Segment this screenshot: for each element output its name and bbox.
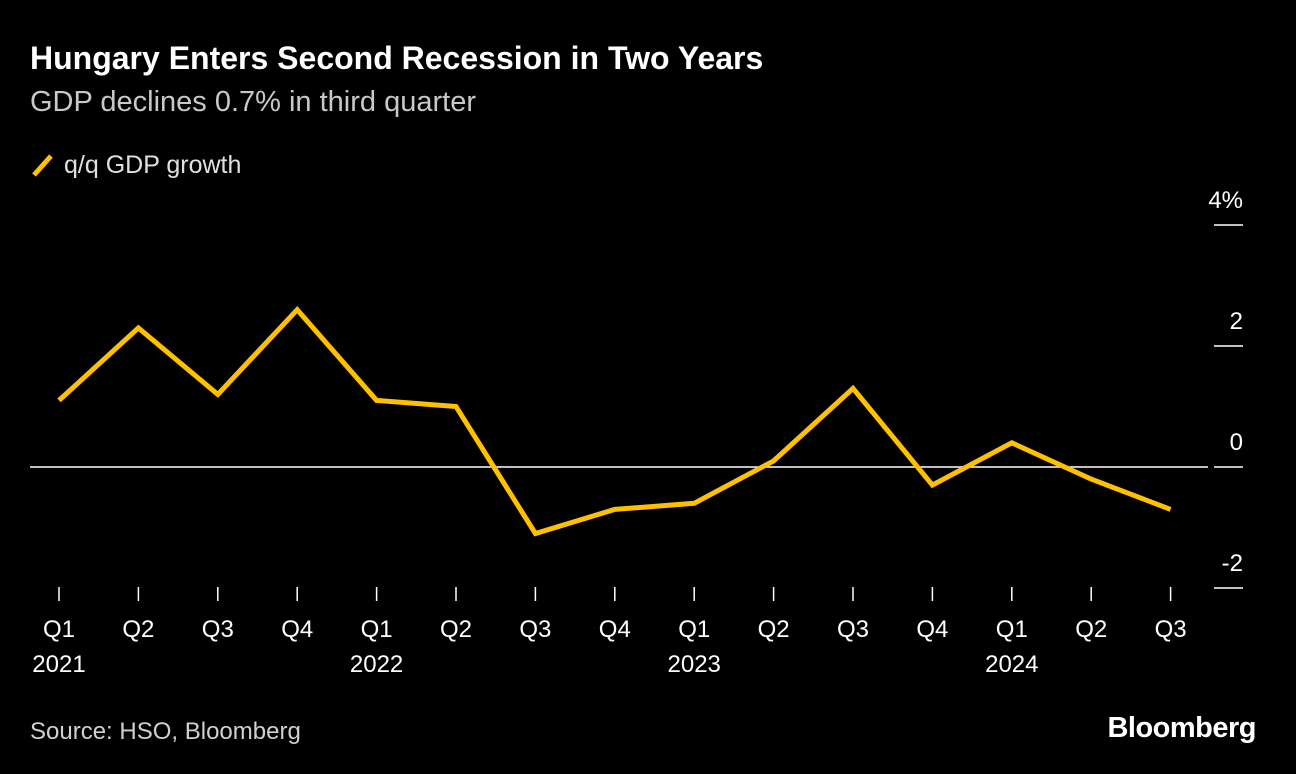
series-line bbox=[57, 305, 1172, 537]
y-tick-label: -2 bbox=[1222, 550, 1243, 577]
x-tick-label: Q2 bbox=[758, 616, 790, 643]
year-label: 2022 bbox=[350, 651, 403, 678]
data-point bbox=[215, 392, 220, 397]
data-point bbox=[1089, 477, 1094, 482]
x-tick-label: Q4 bbox=[599, 616, 631, 643]
x-tick-label: Q1 bbox=[43, 616, 75, 643]
bloomberg-logo: Bloomberg bbox=[1107, 712, 1256, 744]
y-tick-label: 2 bbox=[1230, 308, 1243, 335]
data-point bbox=[454, 404, 459, 409]
x-tick-label: Q2 bbox=[440, 616, 472, 643]
legend-swatch bbox=[32, 154, 53, 177]
chart-title: Hungary Enters Second Recession in Two Y… bbox=[30, 40, 764, 76]
x-tick-label: Q3 bbox=[837, 616, 869, 643]
legend-label: q/q GDP growth bbox=[64, 150, 242, 179]
year-label: 2021 bbox=[32, 651, 85, 678]
x-tick-label: Q1 bbox=[678, 616, 710, 643]
y-tick-label: 4% bbox=[1208, 187, 1243, 214]
x-tick-label: Q4 bbox=[281, 616, 313, 643]
data-point bbox=[692, 501, 697, 506]
data-point bbox=[930, 483, 935, 488]
x-tick-label: Q2 bbox=[1075, 616, 1107, 643]
x-tick-label: Q3 bbox=[1155, 616, 1187, 643]
data-point bbox=[612, 507, 617, 512]
chart-subtitle: GDP declines 0.7% in third quarter bbox=[30, 86, 476, 118]
year-label: 2024 bbox=[985, 651, 1038, 678]
data-point bbox=[374, 398, 379, 403]
x-tick-label: Q4 bbox=[916, 616, 948, 643]
x-tick-label: Q1 bbox=[996, 616, 1028, 643]
data-point bbox=[771, 458, 776, 463]
source-note: Source: HSO, Bloomberg bbox=[30, 718, 301, 745]
x-tick-label: Q2 bbox=[122, 616, 154, 643]
data-point bbox=[57, 398, 62, 403]
x-tick-label: Q3 bbox=[519, 616, 551, 643]
data-point bbox=[1168, 507, 1173, 512]
data-point bbox=[1009, 440, 1014, 445]
legend: q/q GDP growth bbox=[30, 150, 241, 180]
data-point bbox=[533, 531, 538, 536]
x-tick-label: Q1 bbox=[361, 616, 393, 643]
data-point bbox=[136, 325, 141, 330]
data-point bbox=[295, 307, 300, 312]
x-tick-label: Q3 bbox=[202, 616, 234, 643]
year-label: 2023 bbox=[668, 651, 721, 678]
data-point bbox=[851, 386, 856, 391]
y-tick-label: 0 bbox=[1230, 429, 1243, 456]
